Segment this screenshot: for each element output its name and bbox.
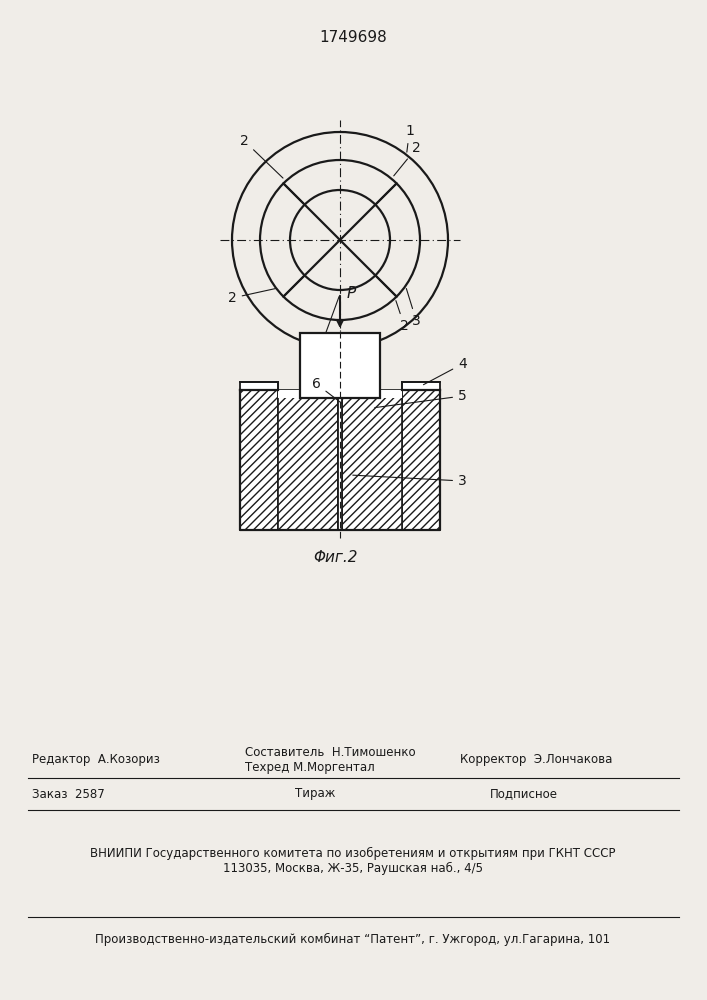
Text: 2: 2 <box>394 141 421 176</box>
Text: Φиг.1: Φиг.1 <box>312 368 357 383</box>
Text: 3: 3 <box>310 297 339 371</box>
Bar <box>342 390 402 398</box>
Bar <box>240 390 278 530</box>
Text: 1749698: 1749698 <box>319 29 387 44</box>
Text: 3: 3 <box>353 474 467 488</box>
Text: 1: 1 <box>405 124 414 152</box>
Text: ВНИИПИ Государственного комитета по изобретениям и открытиям при ГКНТ СССР: ВНИИПИ Государственного комитета по изоб… <box>90 847 616 860</box>
Bar <box>402 390 440 530</box>
Bar <box>240 390 278 530</box>
Text: Составитель  Н.Тимошенко: Составитель Н.Тимошенко <box>245 746 416 760</box>
Bar <box>300 333 380 398</box>
Text: 113035, Москва, Ж-35, Раушская наб., 4/5: 113035, Москва, Ж-35, Раушская наб., 4/5 <box>223 862 483 875</box>
Text: 2: 2 <box>228 289 275 305</box>
Bar <box>402 390 440 530</box>
Text: 5: 5 <box>375 389 467 408</box>
Text: Техред М.Моргентал: Техред М.Моргентал <box>245 760 375 774</box>
Text: 4: 4 <box>423 357 467 385</box>
Bar <box>342 390 402 530</box>
Text: Тираж: Тираж <box>295 788 335 800</box>
Bar <box>278 390 338 530</box>
Bar <box>342 390 402 530</box>
Text: Подписное: Подписное <box>490 788 558 800</box>
Text: Производственно-издательский комбинат “Патент”, г. Ужгород, ул.Гагарина, 101: Производственно-издательский комбинат “П… <box>95 932 611 946</box>
Bar <box>278 390 338 398</box>
Bar <box>278 390 338 530</box>
Text: 3: 3 <box>407 289 421 328</box>
Bar <box>402 382 440 390</box>
Text: P: P <box>347 286 356 301</box>
Text: 2: 2 <box>396 301 409 333</box>
Text: Редактор  А.Козориз: Редактор А.Козориз <box>32 754 160 766</box>
Text: 2: 2 <box>240 134 283 178</box>
Bar <box>240 382 278 390</box>
Text: Заказ  2587: Заказ 2587 <box>32 788 105 800</box>
Text: Корректор  Э.Лончакова: Корректор Э.Лончакова <box>460 754 612 766</box>
Text: Φиг.2: Φиг.2 <box>312 550 357 566</box>
Bar <box>338 390 342 530</box>
Text: 6: 6 <box>312 377 341 403</box>
